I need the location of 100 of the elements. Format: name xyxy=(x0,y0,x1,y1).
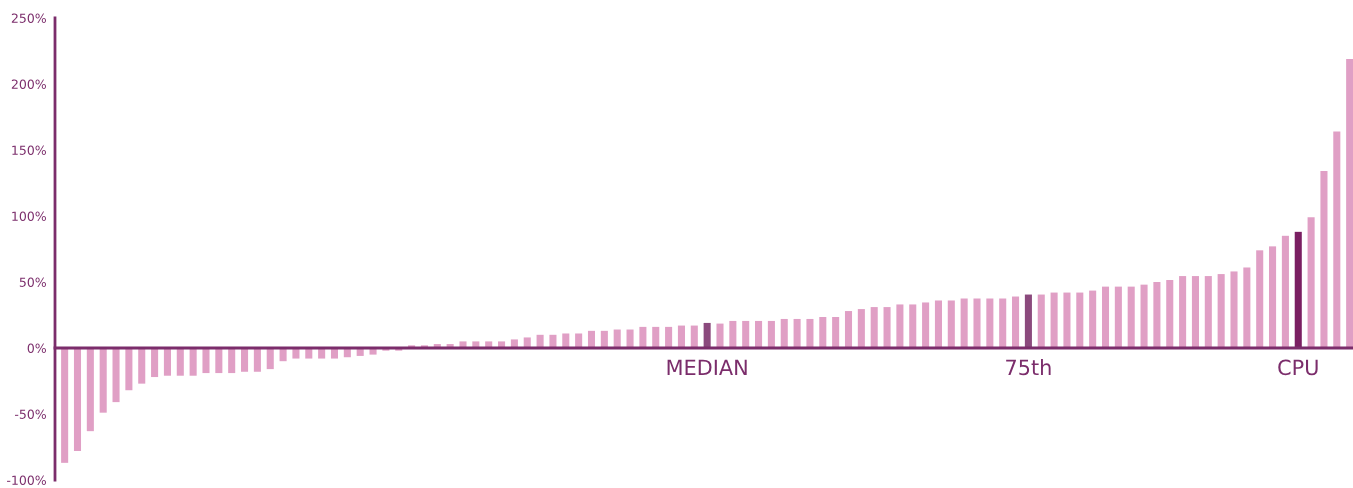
bar xyxy=(99,348,107,413)
bar xyxy=(973,298,981,348)
bar xyxy=(986,298,994,348)
bar xyxy=(523,337,531,348)
bar xyxy=(922,302,930,348)
y-tick-label: 200% xyxy=(11,79,46,89)
bar xyxy=(703,322,711,348)
bar xyxy=(755,320,763,348)
bar xyxy=(125,348,133,391)
x-tick-label: CPU xyxy=(1278,359,1318,376)
bar xyxy=(151,348,159,378)
bar xyxy=(1012,296,1020,348)
bar xyxy=(960,298,968,348)
bar xyxy=(1140,284,1148,348)
bar xyxy=(947,300,955,348)
bar xyxy=(1243,267,1251,348)
bar xyxy=(1063,292,1071,348)
bar xyxy=(459,341,467,348)
bar xyxy=(202,348,210,374)
bar xyxy=(1127,286,1135,348)
bar xyxy=(600,330,608,348)
bar xyxy=(138,348,146,384)
bar xyxy=(716,323,724,348)
bar xyxy=(690,325,698,348)
bar xyxy=(806,318,814,348)
bar xyxy=(909,304,917,348)
bar xyxy=(1037,294,1045,348)
x-tick-label: MEDIAN xyxy=(667,359,747,375)
bar xyxy=(780,318,788,348)
bar xyxy=(1114,286,1122,348)
bar xyxy=(587,330,596,348)
bar xyxy=(844,311,853,348)
bar xyxy=(575,333,583,348)
bar xyxy=(189,348,197,376)
bar xyxy=(613,329,621,348)
bar xyxy=(330,348,339,359)
bar xyxy=(793,318,801,348)
bar xyxy=(1320,171,1328,348)
y-tick-label: 150% xyxy=(12,145,46,155)
bar xyxy=(318,348,326,359)
bar xyxy=(241,348,249,372)
x-tick-label: 75th xyxy=(1006,359,1051,376)
bar xyxy=(549,334,557,348)
y-tick-label: 100% xyxy=(12,211,46,221)
y-tick-label: 250% xyxy=(11,13,46,23)
bar xyxy=(163,348,171,376)
bar xyxy=(626,329,634,348)
bar xyxy=(266,348,274,370)
bar xyxy=(305,348,313,359)
bar xyxy=(883,307,891,348)
bar xyxy=(1256,250,1264,348)
bar xyxy=(86,348,94,432)
bar xyxy=(1204,276,1212,348)
bar xyxy=(1346,58,1353,348)
y-tick-label: -50% xyxy=(14,409,46,419)
bar xyxy=(562,333,570,348)
bar xyxy=(510,339,518,348)
bar xyxy=(819,316,827,348)
bar xyxy=(1307,217,1315,348)
bar xyxy=(1179,276,1187,348)
bar xyxy=(228,348,236,374)
bar xyxy=(1101,286,1110,348)
bar xyxy=(112,348,120,403)
bar xyxy=(253,348,261,372)
bar xyxy=(896,304,904,348)
bar xyxy=(652,326,660,348)
bar xyxy=(1050,292,1058,348)
bar xyxy=(1089,290,1097,348)
bar xyxy=(832,316,840,348)
bar xyxy=(73,348,82,451)
bar xyxy=(1294,231,1302,348)
bar xyxy=(1153,282,1161,348)
bar xyxy=(1191,276,1199,348)
bar xyxy=(176,348,184,376)
bar xyxy=(1269,246,1277,348)
bar xyxy=(729,320,737,348)
bar xyxy=(767,320,775,348)
bar xyxy=(1024,294,1032,348)
bar xyxy=(1217,274,1225,348)
bar xyxy=(292,348,300,359)
bar xyxy=(279,348,287,362)
bar xyxy=(742,320,750,348)
y-tick-label: 50% xyxy=(19,277,46,287)
bar xyxy=(1230,271,1238,348)
y-tick-label: 0% xyxy=(27,343,46,353)
bar xyxy=(1281,235,1289,348)
bar xyxy=(215,348,223,374)
bar xyxy=(1333,131,1341,348)
bar xyxy=(677,325,685,348)
bar xyxy=(999,298,1007,348)
bar xyxy=(61,348,69,463)
bar xyxy=(536,334,544,348)
bar xyxy=(1166,280,1174,348)
bar xyxy=(870,307,878,348)
bar xyxy=(934,300,942,348)
y-tick-label: -100% xyxy=(7,475,46,485)
bar xyxy=(639,326,647,348)
bar xyxy=(857,309,865,348)
bar xyxy=(665,326,673,348)
bar xyxy=(1076,292,1084,348)
